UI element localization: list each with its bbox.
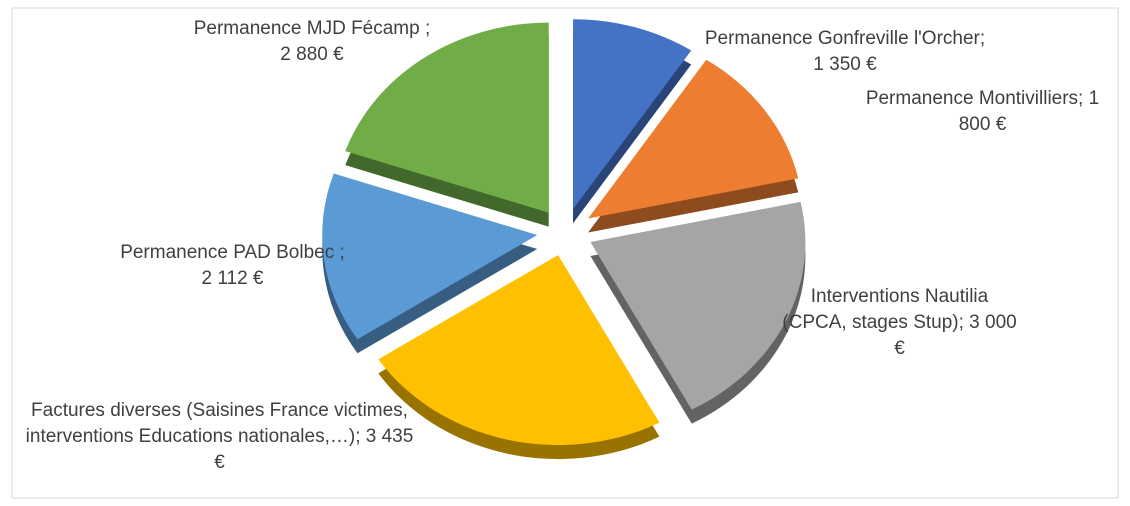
- slice: [322, 173, 538, 340]
- chart-border: [11, 7, 1119, 499]
- slice: [378, 255, 660, 446]
- data-label: Permanence MJD Fécamp ; 2 880 €: [193, 18, 431, 65]
- data-label: Permanence PAD Bolbec ; 2 112 €: [120, 242, 345, 289]
- slice: [573, 19, 692, 210]
- data-label: Factures diverses (Saisines France victi…: [25, 400, 414, 473]
- slice: [345, 22, 549, 213]
- slice: [588, 59, 799, 219]
- slice: [590, 201, 806, 410]
- data-label: Permanence Gonfreville l'Orcher; 1 350 €: [704, 28, 986, 75]
- pie-tops: [322, 19, 806, 446]
- data-label: Permanence Montivilliers; 1 800 €: [865, 88, 1100, 135]
- data-label: Interventions Nautilia (CPCA, stages Stu…: [782, 286, 1017, 359]
